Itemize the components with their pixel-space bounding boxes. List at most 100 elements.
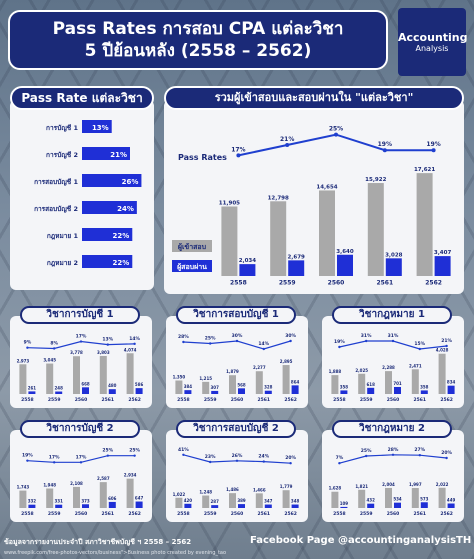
pass-rate-label: 27%: [414, 447, 425, 453]
pass-rate-point: [431, 148, 436, 153]
bar-passed-label: 834: [447, 380, 456, 385]
pass-rate-line: [339, 340, 447, 350]
bar-attendees-label: 15,922: [365, 177, 386, 183]
bar-passed-label: 568: [237, 382, 246, 387]
pass-rate-point: [106, 343, 110, 346]
pass-rate-label: 17%: [76, 454, 87, 460]
bar-attendees-label: 1,215: [199, 376, 212, 381]
bar-attendees: [270, 201, 287, 276]
x-tick-label: 2559: [48, 397, 61, 403]
bar-passed: [394, 502, 401, 508]
line-legend-label: Pass Rates: [178, 153, 227, 162]
pass-rate-label: 30%: [232, 333, 243, 339]
bar-attendees: [126, 353, 134, 394]
bar-attendees-label: 17,621: [414, 167, 435, 173]
pass-rate-point: [235, 339, 239, 343]
small-title-1: วิชาการบัญชี 1: [20, 306, 140, 324]
bar-passed-label: 328: [264, 385, 273, 390]
x-tick-label: 2560: [387, 397, 400, 403]
bar-passed: [340, 506, 348, 508]
bar-attendees: [331, 491, 339, 508]
bar-passed-label: 347: [264, 499, 273, 504]
bar-attendees-label: 2,277: [253, 365, 266, 370]
bar-passed: [340, 390, 348, 394]
bar-passed-label: 449: [447, 498, 456, 503]
logo-line1: Accounting: [398, 31, 468, 44]
pass-rate-label: 25%: [361, 448, 372, 454]
bar-passed: [55, 504, 63, 508]
facebook-page: Facebook Page @accountinganalysisTH: [250, 535, 472, 546]
chart-auditing-1: 1,350 384 2558 1,215 307 2559 1,879 568 2560 2,27…: [173, 333, 300, 403]
pass-rate-point: [209, 460, 212, 464]
bar-attendees-label: 1,466: [253, 487, 266, 492]
pass-rate-point: [418, 454, 421, 457]
pass-rate-label: 23%: [205, 454, 216, 460]
bar-attendees: [229, 375, 236, 394]
bar-passed: [108, 389, 116, 394]
pass-rate-point: [365, 454, 368, 458]
bar-passed: [184, 390, 192, 394]
bar-attendees-label: 2,587: [97, 476, 110, 481]
bar-passed: [82, 504, 89, 508]
page-header: Pass Rates การสอบ CPA แต่ละวิชา 5 ปีย้อน…: [8, 10, 388, 70]
bar-attendees: [46, 488, 54, 508]
hbar-bar: [82, 120, 112, 133]
pass-rate-label: 24%: [258, 454, 269, 460]
bar-passed: [420, 390, 428, 394]
bar-passed-label: 432: [367, 498, 376, 503]
bar-passed: [434, 256, 451, 276]
bar-attendees-label: 12,798: [268, 195, 289, 201]
bar-attendees: [73, 356, 80, 394]
pass-rate-point: [289, 339, 292, 343]
pass-rate-label: 17%: [231, 146, 245, 153]
bar-passed-label: 420: [184, 498, 193, 503]
x-tick-label: 2562: [128, 397, 141, 403]
bar-attendees: [221, 206, 238, 276]
pass-rate-label: 20%: [285, 455, 296, 461]
pass-rate-point: [79, 461, 83, 464]
pass-rate-point: [338, 345, 341, 349]
bar-attendees-label: 14,654: [316, 184, 337, 190]
legend-passed-swatch: [172, 260, 212, 272]
x-tick-label: 2558: [333, 397, 346, 403]
pass-rate-point: [365, 339, 368, 343]
hbar-category-label: การบัญชี 2: [46, 151, 78, 159]
x-tick-label: 2562: [425, 280, 442, 287]
x-tick-label: 2558: [333, 511, 346, 517]
bar-attendees-label: 2,973: [17, 358, 30, 363]
pass-rate-line: [238, 133, 434, 157]
bar-passed-label: 358: [420, 384, 429, 389]
hbar-value-label: 24%: [117, 205, 134, 213]
bar-passed-label: 2,034: [239, 258, 257, 264]
x-tick-label: 2559: [204, 397, 217, 403]
bar-attendees: [358, 373, 366, 394]
bar-attendees-label: 2,288: [382, 365, 395, 370]
bar-attendees-label: 1,743: [17, 485, 30, 490]
bar-attendees-label: 1,486: [226, 487, 239, 492]
bar-attendees-label: 1,779: [280, 484, 293, 489]
pass-rate-point: [106, 454, 110, 457]
bar-attendees-label: 2,895: [280, 359, 293, 364]
bar-passed-label: 2,679: [287, 254, 305, 260]
bar-passed: [211, 390, 219, 394]
bar-passed-label: 534: [393, 497, 402, 502]
bar-passed-label: 618: [367, 382, 376, 387]
pass-rate-point: [382, 148, 387, 153]
bar-attendees: [229, 493, 236, 508]
x-tick-label: 2561: [376, 280, 393, 287]
bar-attendees: [282, 365, 290, 394]
pass-rate-point: [285, 143, 290, 147]
bar-attendees-label: 2,471: [409, 363, 422, 368]
hbar-value-label: 26%: [122, 178, 139, 186]
bar-passed-label: 261: [28, 385, 37, 390]
x-tick-label: 2560: [231, 511, 244, 517]
bar-passed: [288, 260, 305, 276]
bar-passed: [291, 504, 299, 508]
bar-attendees-label: 1,948: [43, 483, 56, 488]
chart-accounting-1: 2,973 261 2558 3,045 248 2559 3,778 668 2560 3,80…: [17, 334, 144, 403]
x-tick-label: 2562: [128, 511, 141, 517]
hbar-bar: [82, 201, 137, 214]
bar-passed: [108, 501, 116, 508]
x-tick-label: 2562: [440, 397, 453, 403]
